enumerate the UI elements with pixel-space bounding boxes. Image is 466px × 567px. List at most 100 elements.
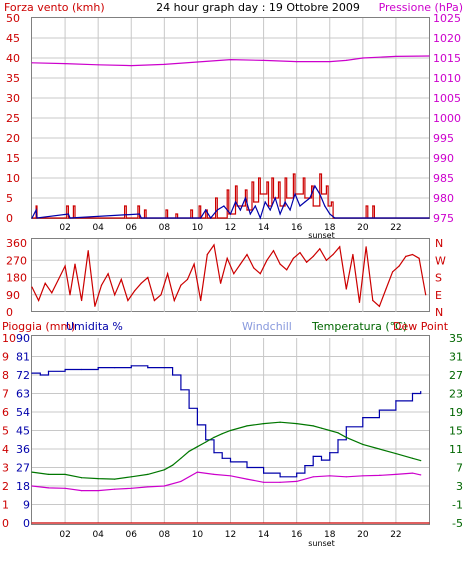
direction-point [220,282,222,284]
wind-point [175,213,177,215]
temperature-point [411,457,414,459]
dewpoint-point [114,488,116,490]
dewpoint-point [395,473,397,475]
direction-point [365,246,367,248]
gust-point [314,185,316,187]
pressure-point [329,61,331,63]
wind-point [292,173,294,175]
humidity-point [205,439,207,441]
humidity-point [411,392,414,395]
temperature-tick-label: 15 [449,425,463,438]
direction-point [180,284,182,286]
compass-tick-label: W [435,254,446,267]
temperature-point [213,436,215,438]
direction-point [246,253,248,256]
direction-point [206,253,208,256]
temperature-tick-label: 31 [449,351,463,364]
wind-point [215,197,217,199]
direction-point [81,299,83,302]
wind-point [125,217,127,219]
temperature-point [329,429,331,432]
dewpoint-point [47,487,50,489]
humidity-point [172,374,174,376]
dewpoint-point [312,476,314,478]
wind-point [319,173,321,175]
gust-point [279,213,281,215]
temperature-point [320,427,323,429]
direction-point [405,255,407,257]
direction-point [120,278,122,280]
pressure-axis-label: Pressione (hPa) [379,1,463,14]
wind-line [32,173,429,219]
direction-point [385,288,387,290]
humidity-tick-label: 36 [16,443,30,456]
direction-point [140,282,142,284]
direction-point [272,250,275,252]
direction-point [167,273,169,275]
direction-point [38,299,40,302]
pressure-point [296,61,298,63]
direction-point [173,299,175,302]
temperature-point [97,478,99,480]
pressure-tick-label: 980 [433,192,454,205]
wind-tick-label: 10 [6,172,20,185]
gust-point [249,213,251,215]
wind-tick-label: 40 [6,52,20,65]
temperature-point [420,460,422,462]
dewpoint-point [97,490,99,492]
temperature-point [246,425,248,427]
dewpoint-point [213,473,215,475]
windchill-label: Windchill [242,320,292,333]
dewpoint-point [296,480,298,482]
dewpoint-point [246,478,248,480]
dewpoint-point [64,487,66,489]
humidity-point [163,367,165,369]
dewpoint-point [130,487,132,489]
wind-tick-label: 50 [6,12,20,25]
gust-point [67,213,69,215]
gust-point [205,209,207,211]
humidity-point [47,370,50,372]
wind-point [251,181,253,183]
direction-point [398,265,400,267]
temperature-tick-label: 3 [456,480,463,493]
temperature-point [345,436,347,438]
rain-point [428,522,430,524]
temperature-x-tick-label: 04 [92,530,104,540]
dewpoint-point [180,480,182,482]
wind-point [258,177,260,179]
direction-point [286,269,288,271]
direction-point [74,263,76,265]
temperature-sunset-label: sunset [308,539,335,548]
wind-point [330,201,332,203]
gust-point [254,205,256,207]
wind-point [226,189,228,191]
temperature-tick-label: 35 [449,332,463,345]
humidity-point [130,365,132,367]
gust-point [36,217,38,219]
wind-tick-label: 20 [6,132,20,145]
wind-tick-label: 35 [6,72,20,85]
humidity-tick-label: 54 [16,406,30,419]
pressure-point [345,59,347,62]
pressure-tick-label: 1025 [433,12,461,25]
dewpoint-point [81,490,83,492]
wind-point [67,217,69,219]
direction-point [378,305,380,307]
gust-point [200,217,202,219]
humidity-point [114,367,116,369]
direction-point [147,276,149,279]
humidity-point [420,391,422,393]
wind-point [66,205,68,207]
gust-point [269,209,271,211]
humidity-tick-label: 72 [16,369,30,382]
direction-point [425,294,427,296]
gust-point [239,209,241,211]
compass-tick-label: N [435,237,443,250]
wind-x-tick-label: 02 [59,223,70,233]
direction-tick-label: 180 [6,272,27,285]
pressure-point [395,55,397,58]
temperature-point [172,464,174,466]
gust-point [319,193,321,195]
direction-point [153,299,155,302]
